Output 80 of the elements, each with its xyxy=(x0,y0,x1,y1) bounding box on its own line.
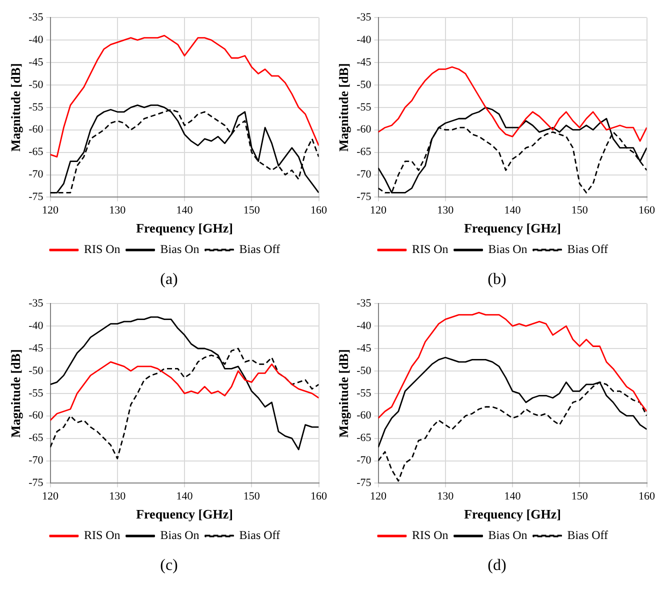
y-tick-label: -35 xyxy=(28,297,44,310)
text: (c) xyxy=(159,556,179,576)
y-tick-label: -45 xyxy=(356,56,372,68)
x-tick-label: 150 xyxy=(571,490,588,503)
y-tick-label: -70 xyxy=(28,454,44,467)
x-tick-label: 150 xyxy=(243,490,260,503)
x-tick-label: 160 xyxy=(310,204,328,217)
x-tick-label: 120 xyxy=(42,204,60,217)
y-tick-label: -35 xyxy=(356,297,372,310)
y-tick-label: -55 xyxy=(28,387,44,400)
legend-label: Bias On xyxy=(160,242,200,256)
y-tick-label: -40 xyxy=(28,320,44,332)
x-tick-label: 120 xyxy=(370,204,388,217)
text: (b) xyxy=(486,270,508,290)
y-tick-label: -50 xyxy=(28,78,44,91)
x-tick-label: 130 xyxy=(437,490,454,503)
y-tick-label: -55 xyxy=(356,101,372,114)
x-tick-label: 160 xyxy=(310,490,328,503)
x-tick-label: 120 xyxy=(42,490,60,503)
y-tick-label: -70 xyxy=(28,168,44,181)
x-tick-label: 140 xyxy=(176,204,194,217)
y-axis-title: Magnitude [dB] xyxy=(336,63,352,152)
y-tick-label: -50 xyxy=(356,364,372,377)
x-tick-label: 120 xyxy=(370,490,388,503)
y-axis-title: Magnitude [dB] xyxy=(8,349,24,438)
text: (d) xyxy=(486,556,508,576)
y-tick-label: -60 xyxy=(28,410,44,422)
x-tick-label: 150 xyxy=(571,204,588,217)
y-tick-label: -50 xyxy=(28,364,44,377)
y-tick-label: -45 xyxy=(356,342,372,354)
x-tick-label: 150 xyxy=(243,204,260,217)
x-tick-label: 160 xyxy=(638,490,656,503)
y-tick-label: -60 xyxy=(356,124,372,136)
legend-label: Bias Off xyxy=(239,528,280,542)
y-tick-label: -75 xyxy=(28,477,44,490)
legend-label: Bias Off xyxy=(567,528,608,542)
legend-label: RIS On xyxy=(412,242,448,256)
x-axis-title: Frequency [GHz] xyxy=(136,220,233,236)
x-tick-label: 140 xyxy=(504,490,522,503)
legend-label: Bias On xyxy=(160,528,200,542)
x-tick-label: 140 xyxy=(176,490,194,503)
y-tick-label: -35 xyxy=(28,11,44,24)
y-tick-label: -75 xyxy=(356,477,372,490)
y-tick-label: -40 xyxy=(28,34,44,46)
y-axis-title: Magnitude [dB] xyxy=(336,349,352,438)
legend-label: RIS On xyxy=(412,528,448,542)
y-tick-label: -65 xyxy=(28,146,44,158)
y-tick-label: -55 xyxy=(356,387,372,400)
y-tick-label: -70 xyxy=(356,168,372,181)
y-tick-label: -40 xyxy=(356,320,372,332)
y-tick-label: -65 xyxy=(356,432,372,444)
x-tick-label: 140 xyxy=(504,204,522,217)
y-tick-label: -65 xyxy=(356,146,372,158)
legend-label: RIS On xyxy=(84,528,120,542)
legend-label: Bias Off xyxy=(239,242,280,256)
x-tick-label: 130 xyxy=(109,204,126,217)
y-axis-title: Magnitude [dB] xyxy=(8,63,24,152)
x-axis-title: Frequency [GHz] xyxy=(464,220,561,236)
x-tick-label: 130 xyxy=(437,204,454,217)
y-tick-label: -55 xyxy=(28,101,44,114)
legend-label: Bias Off xyxy=(567,242,608,256)
y-tick-label: -65 xyxy=(28,432,44,444)
legend-label: Bias On xyxy=(488,242,528,256)
x-axis-title: Frequency [GHz] xyxy=(136,506,233,522)
legend-label: RIS On xyxy=(84,242,120,256)
x-tick-label: 160 xyxy=(638,204,656,217)
y-tick-label: -40 xyxy=(356,34,372,46)
x-axis-title: Frequency [GHz] xyxy=(464,506,561,522)
y-tick-label: -60 xyxy=(28,124,44,136)
legend-label: Bias On xyxy=(488,528,528,542)
y-tick-label: -75 xyxy=(28,191,44,204)
y-tick-label: -45 xyxy=(28,342,44,354)
y-tick-label: -45 xyxy=(28,56,44,68)
y-tick-label: -35 xyxy=(356,11,372,24)
y-tick-label: -70 xyxy=(356,454,372,467)
x-tick-label: 130 xyxy=(109,490,126,503)
y-tick-label: -75 xyxy=(356,191,372,204)
text: (a) xyxy=(159,270,179,290)
y-tick-label: -60 xyxy=(356,410,372,422)
y-tick-label: -50 xyxy=(356,78,372,91)
